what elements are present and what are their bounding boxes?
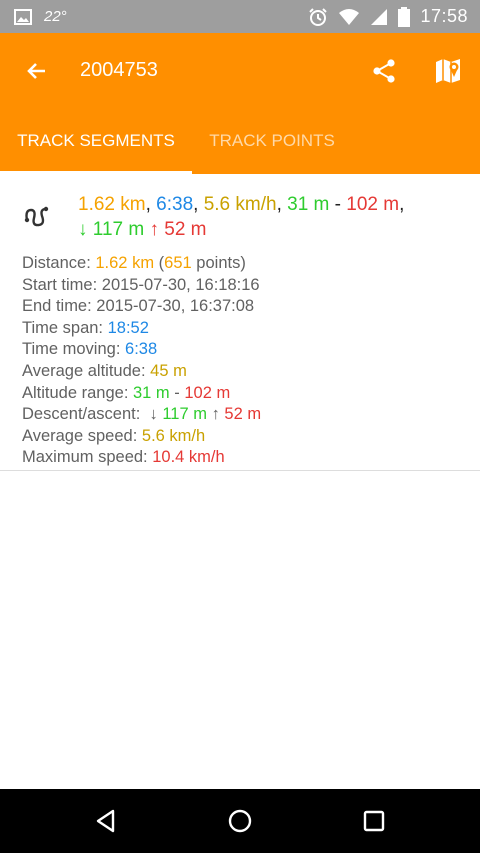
temperature-text: 22° — [44, 8, 67, 25]
tab-bar: TRACK SEGMENTS TRACK POINTS — [0, 108, 480, 174]
summary-distance: 1.62 km — [78, 194, 146, 215]
map-icon — [436, 59, 460, 83]
app-bar: 2004753 — [0, 33, 480, 108]
share-button[interactable] — [364, 51, 404, 91]
detail-time-span: Time span: 18:52 — [22, 318, 149, 337]
nav-recents-button[interactable] — [354, 801, 394, 841]
square-recents-icon — [363, 810, 385, 832]
circle-home-icon — [228, 809, 252, 833]
map-button[interactable] — [428, 51, 468, 91]
navigation-bar — [0, 789, 480, 853]
track-route-icon — [24, 206, 49, 227]
wifi-icon — [339, 8, 360, 25]
summary-alt-min: 31 m — [287, 194, 330, 215]
segment-summary: 1.62 km, 6:38, 5.6 km/h, 31 m - 102 m, ↓… — [78, 194, 405, 240]
detail-altitude-range: Altitude range: 31 m - 102 m — [22, 383, 231, 402]
tab-track-points[interactable]: TRACK POINTS — [209, 131, 335, 150]
nav-back-button[interactable] — [86, 801, 126, 841]
detail-average-altitude: Average altitude: 45 m — [22, 361, 187, 380]
summary-moving-time: 6:38 — [156, 194, 194, 215]
nav-home-button[interactable] — [220, 801, 260, 841]
battery-icon — [398, 6, 411, 27]
detail-end-time: End time: 2015-07-30, 16:37:08 — [22, 297, 255, 316]
alarm-icon — [309, 7, 328, 26]
arrow-back-icon — [27, 63, 45, 79]
summary-alt-max: 102 m — [346, 194, 400, 215]
ascent-arrow-icon: ↑ — [149, 219, 159, 240]
page-title: 2004753 — [80, 59, 158, 81]
tab-indicator — [0, 171, 192, 174]
clock-text: 17:58 — [420, 6, 468, 26]
segment-details: Distance: 1.62 km (651 points) Start tim… — [22, 253, 472, 469]
detail-time-moving: Time moving: 6:38 — [22, 340, 158, 359]
detail-descent-ascent: Descent/ascent: ↓ 117 m ↑ 52 m — [22, 405, 262, 424]
descent-arrow-icon: ↓ — [78, 219, 88, 240]
detail-maximum-speed: Maximum speed: 10.4 km/h — [22, 448, 225, 467]
detail-average-speed: Average speed: 5.6 km/h — [22, 426, 206, 445]
track-segment-item[interactable]: 1.62 km, 6:38, 5.6 km/h, 31 m - 102 m, ↓… — [0, 174, 480, 471]
signal-icon — [371, 8, 388, 25]
summary-ascent: 52 m — [164, 219, 207, 240]
tab-track-segments[interactable]: TRACK SEGMENTS — [17, 131, 175, 150]
summary-descent: 117 m — [92, 219, 145, 240]
status-bar: 22° 17:58 — [0, 0, 480, 33]
detail-distance: Distance: 1.62 km (651 points) — [22, 254, 246, 272]
triangle-back-icon — [96, 809, 115, 833]
share-icon — [373, 59, 395, 83]
descent-arrow-icon: ↓ — [144, 405, 158, 424]
back-button[interactable] — [18, 52, 56, 90]
detail-start-time: Start time: 2015-07-30, 16:18:16 — [22, 275, 260, 294]
image-icon — [14, 8, 32, 25]
summary-avg-speed: 5.6 km/h — [203, 194, 277, 215]
ascent-arrow-icon: ↑ — [211, 405, 220, 424]
